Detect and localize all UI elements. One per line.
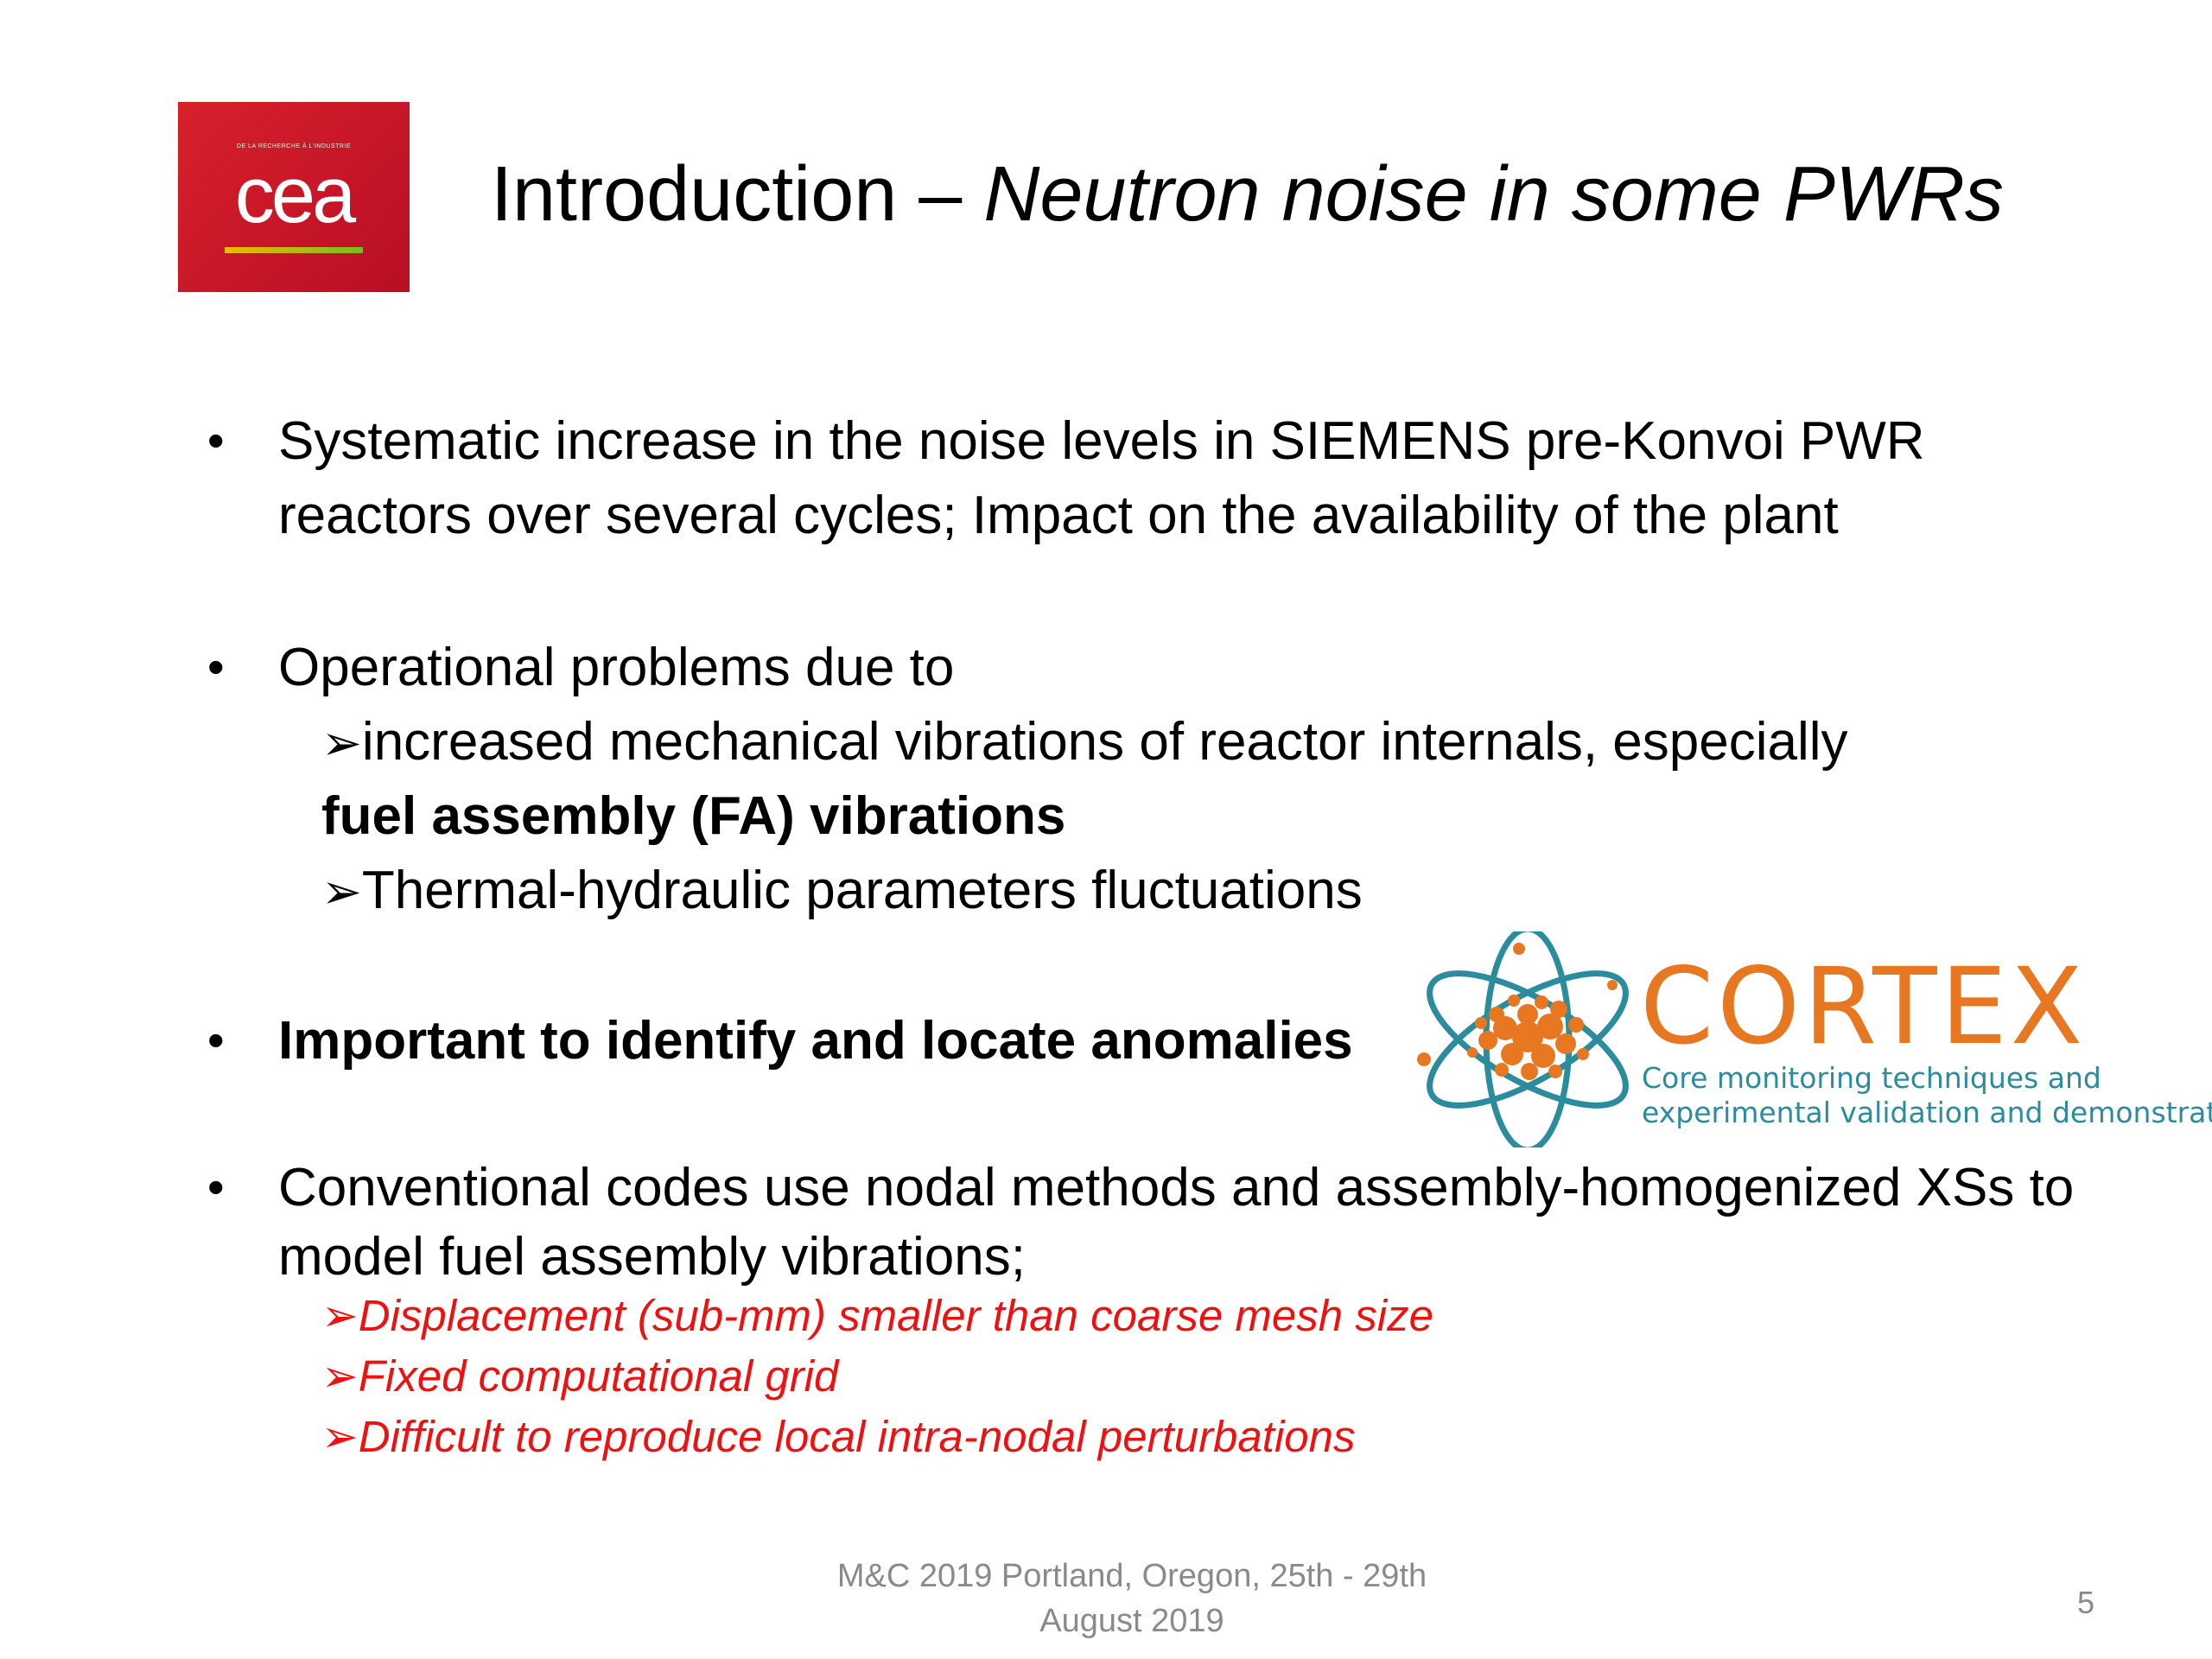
- title-subtitle: Neutron noise in some PWRs: [983, 151, 2004, 238]
- bullet2-sub2-text: Thermal-hydraulic parameters fluctuation…: [361, 861, 1363, 920]
- title-main: Introduction –: [491, 151, 984, 238]
- page-number: 5: [2077, 1585, 2095, 1620]
- bullet3-text: Important to identify and locate anomali…: [278, 1011, 1353, 1071]
- cortex-tagline-line1: Core monitoring techniques and: [1642, 1061, 2101, 1095]
- cortex-tagline: Core monitoring techniques and experimen…: [1642, 1061, 2212, 1130]
- bullet-marker: •: [207, 1160, 225, 1214]
- footer: M&C 2019 Portland, Oregon, 25th - 29th A…: [778, 1554, 1486, 1643]
- bullet4-sub2: ➢Fixed computational grid: [321, 1346, 838, 1407]
- arrow-icon: ➢: [321, 1291, 359, 1340]
- bullet-marker: •: [207, 413, 225, 467]
- cortex-name: CORTEX: [1640, 945, 2087, 1068]
- cea-logo-bar: [225, 247, 363, 253]
- bullet2-sub2: ➢Thermal-hydraulic parameters fluctuatio…: [321, 854, 1363, 929]
- bullet4-sub3: ➢Difficult to reproduce local intra-noda…: [321, 1407, 1356, 1467]
- cea-logo-text: cea: [234, 151, 356, 239]
- cortex-atom-icon: [1417, 931, 1629, 1147]
- cea-logo-tagline: DE LA RECHERCHE À L'INDUSTRIE: [236, 143, 352, 149]
- bullet4-sub2-text: Fixed computational grid: [358, 1351, 839, 1401]
- bullet4-sub3-text: Difficult to reproduce local intra-nodal…: [358, 1412, 1356, 1461]
- footer-line1: M&C 2019 Portland, Oregon, 25th - 29th: [836, 1558, 1427, 1594]
- bullet1-line2: reactors over several cycles; Impact on …: [278, 486, 1839, 545]
- bullet4-line1: Conventional codes use nodal methods and…: [278, 1158, 2075, 1217]
- cortex-tagline-line2: experimental validation and demonstratio…: [1642, 1096, 2212, 1129]
- bullet2-sub1-text: increased mechanical vibrations of react…: [361, 712, 1848, 772]
- bullet4-sub1-text: Displacement (sub-mm) smaller than coars…: [358, 1291, 1433, 1340]
- bullet4-sub1: ➢Displacement (sub-mm) smaller than coar…: [321, 1286, 1433, 1346]
- cea-logo: DE LA RECHERCHE À L'INDUSTRIE cea: [178, 102, 410, 292]
- footer-line2: August 2019: [1039, 1603, 1224, 1639]
- bullet4-line2: model fuel assembly vibrations;: [278, 1227, 1026, 1287]
- bullet-marker: •: [207, 1013, 225, 1067]
- arrow-icon: ➢: [321, 864, 362, 918]
- bullet1-line1: Systematic increase in the noise levels …: [278, 411, 1925, 471]
- bullet-marker: •: [207, 639, 225, 694]
- slide-title: Introduction – Neutron noise in some PWR…: [491, 156, 2004, 233]
- bullet2-sub1-line2: fuel assembly (FA) vibrations: [321, 786, 1066, 846]
- arrow-icon: ➢: [321, 1412, 359, 1461]
- bullet2-line1: Operational problems due to: [278, 638, 955, 697]
- bullet2-sub1-line1: ➢increased mechanical vibrations of reac…: [321, 705, 1848, 780]
- arrow-icon: ➢: [321, 715, 362, 770]
- arrow-icon: ➢: [321, 1351, 359, 1401]
